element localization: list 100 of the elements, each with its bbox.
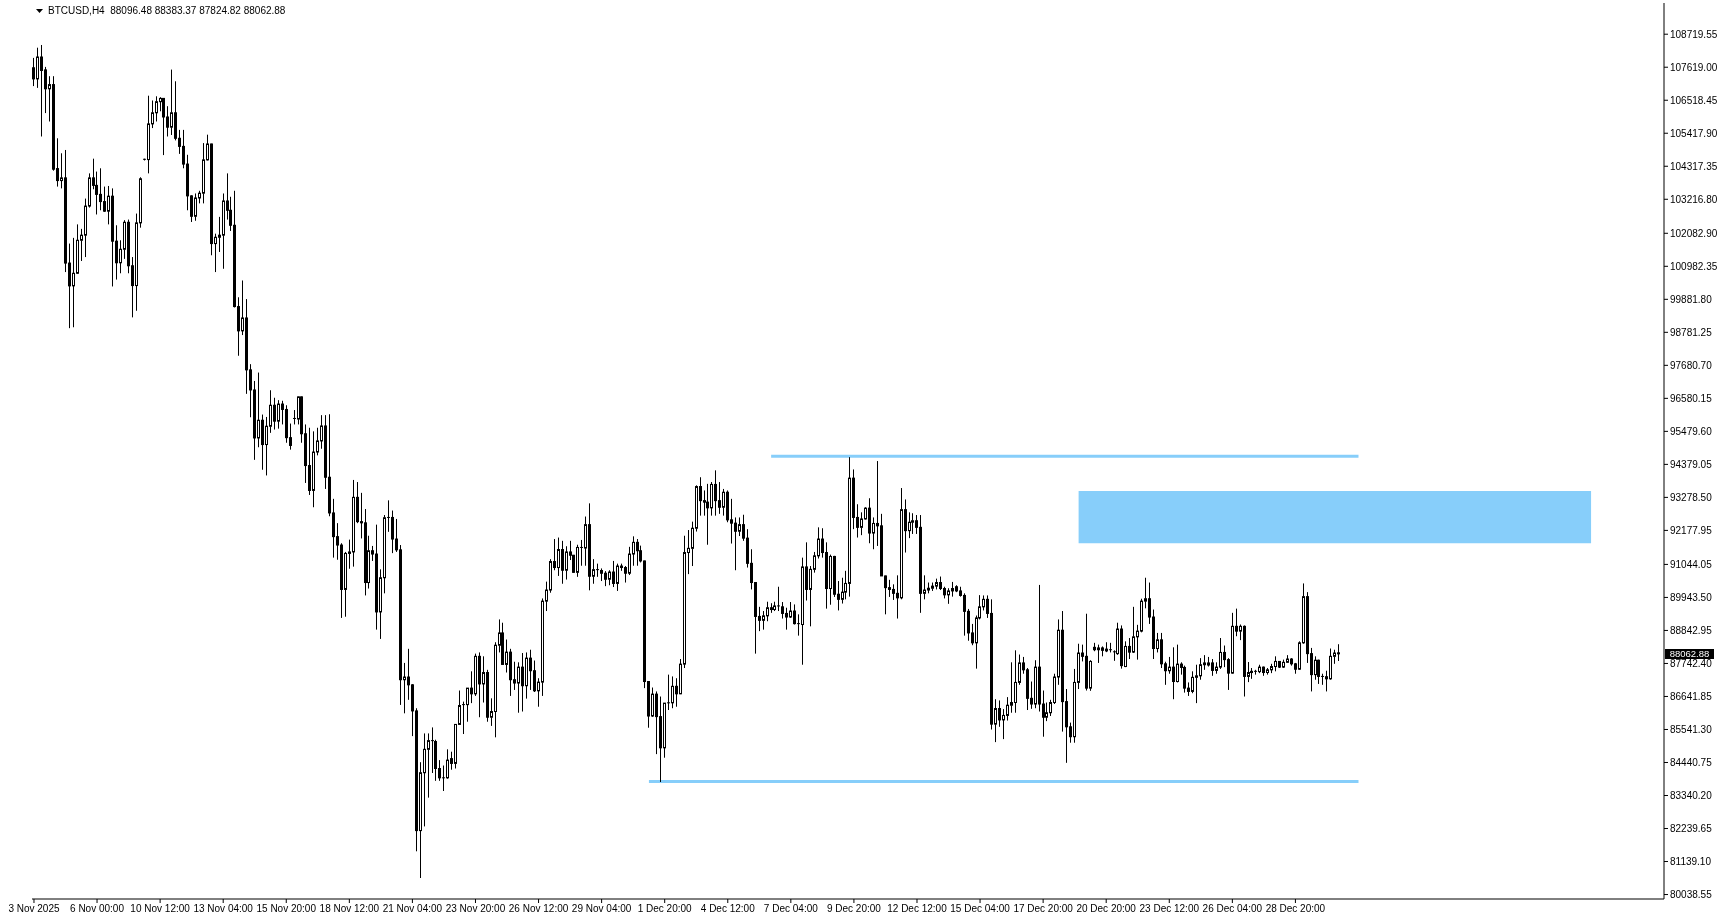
y-tick-label: 94379.05	[1670, 458, 1713, 470]
candlestick	[655, 690, 658, 755]
x-tick-label: 12 Dec 12:00	[887, 903, 948, 915]
candlestick	[273, 397, 276, 431]
y-tick-label: 106518.45	[1670, 94, 1718, 106]
y-tick-label: 103216.80	[1670, 193, 1718, 205]
y-tick-label: 81139.10	[1670, 856, 1712, 868]
x-tick-label: 4 Dec 12:00	[700, 903, 756, 915]
candlestick	[466, 687, 469, 723]
candlestick	[706, 483, 709, 546]
candlestick	[616, 563, 619, 592]
candlestick	[1006, 696, 1009, 722]
candlestick	[1183, 665, 1186, 694]
candlestick	[517, 661, 520, 714]
candlestick	[565, 545, 568, 581]
candlestick	[194, 192, 197, 222]
candlestick	[1219, 637, 1222, 670]
candlestick	[1097, 644, 1100, 664]
candlestick	[1329, 648, 1332, 681]
candlestick	[277, 399, 280, 430]
candlestick	[99, 167, 102, 211]
candlestick	[36, 47, 39, 89]
y-tick-label: 108719.55	[1670, 28, 1718, 40]
candlestick	[908, 511, 911, 539]
x-tick-label: 18 Nov 12:00	[319, 903, 380, 915]
candlestick	[32, 57, 35, 87]
candlestick	[427, 732, 430, 799]
candlestick	[785, 607, 788, 631]
candlestick	[998, 699, 1001, 728]
x-tick-label: 10 Nov 12:00	[130, 903, 191, 915]
y-tick-label: 104317.35	[1670, 160, 1718, 172]
candlestick	[1191, 670, 1194, 694]
candlestick	[1132, 606, 1135, 654]
candlestick	[529, 649, 532, 691]
candlestick	[533, 660, 536, 693]
candlestick	[718, 481, 721, 515]
candlestick	[103, 186, 106, 213]
y-tick-label: 95479.60	[1670, 425, 1713, 437]
x-tick-label: 7 Dec 04:00	[763, 903, 819, 915]
y-tick-label: 105417.90	[1670, 127, 1718, 139]
y-tick-label: 83340.20	[1670, 790, 1713, 802]
candlestick	[1199, 657, 1202, 681]
y-tick-label: 93278.50	[1670, 491, 1713, 503]
x-tick-label: 21 Nov 04:00	[382, 903, 443, 915]
candlestick	[257, 372, 260, 448]
x-tick-label: 13 Nov 04:00	[193, 903, 254, 915]
x-tick-label: 29 Nov 04:00	[571, 903, 632, 915]
y-tick-label: 89943.50	[1670, 591, 1713, 603]
y-tick-label: 86641.85	[1670, 691, 1713, 703]
candlestick	[793, 603, 796, 626]
candlestick	[738, 516, 741, 537]
candlestick	[860, 511, 863, 536]
candlestick	[1317, 659, 1320, 685]
chart-title: BTCUSD,H4 88096.48 88383.37 87824.82 88062.88	[48, 5, 286, 17]
y-tick-label: 84440.75	[1670, 757, 1713, 769]
y-tick-label: 98781.25	[1670, 326, 1713, 338]
candlestick	[72, 237, 75, 328]
y-tick-label: 97680.70	[1670, 359, 1713, 371]
x-tick-label: 20 Dec 20:00	[1076, 903, 1137, 915]
candlestick	[391, 510, 394, 554]
y-tick-label: 99881.80	[1670, 293, 1713, 305]
candlestick	[710, 481, 713, 517]
x-tick-label: 17 Dec 20:00	[1013, 903, 1074, 915]
x-tick-label: 3 Nov 2025	[8, 903, 60, 915]
candlestick	[612, 560, 615, 588]
x-tick-label: 15 Nov 20:00	[256, 903, 317, 915]
candlestick	[170, 69, 173, 136]
candlestick	[561, 540, 564, 585]
candlestick	[557, 537, 560, 577]
text: 88062.88	[1665, 647, 1714, 659]
x-tick-label: 15 Dec 04:00	[950, 903, 1011, 915]
candlestick	[1172, 646, 1175, 700]
candlestick	[446, 748, 449, 780]
x-tick-label: 23 Dec 12:00	[1139, 903, 1200, 915]
candlestick	[595, 563, 600, 578]
candlestick	[766, 601, 769, 622]
y-tick-label: 87742.40	[1670, 658, 1713, 669]
y-tick-label: 100982.35	[1670, 260, 1718, 272]
candlestick	[40, 44, 43, 137]
candlestick	[1314, 655, 1317, 681]
candlestick	[963, 592, 966, 637]
candlestick	[911, 512, 914, 535]
candlestick	[1010, 661, 1013, 714]
candlestick	[1014, 649, 1017, 714]
y-tick-label: 85541.30	[1670, 724, 1713, 736]
x-tick-label: 9 Dec 20:00	[826, 903, 882, 915]
candlestick	[155, 95, 158, 122]
y-tick-label: 88842.95	[1670, 624, 1713, 636]
x-tick-label: 26 Nov 12:00	[508, 903, 569, 915]
x-tick-label: 28 Dec 20:00	[1265, 903, 1326, 915]
candlestick	[521, 652, 524, 713]
y-tick-label: 107619.00	[1670, 61, 1718, 73]
candlestick	[628, 546, 631, 576]
candlestick	[714, 469, 717, 517]
y-tick-label: 92177.95	[1670, 524, 1713, 536]
candlestick	[1160, 632, 1163, 669]
candlestick	[1002, 708, 1005, 740]
candlestick	[1045, 702, 1048, 722]
y-tick-label: 102082.90	[1670, 227, 1718, 239]
y-tick-label: 91044.05	[1670, 558, 1713, 570]
